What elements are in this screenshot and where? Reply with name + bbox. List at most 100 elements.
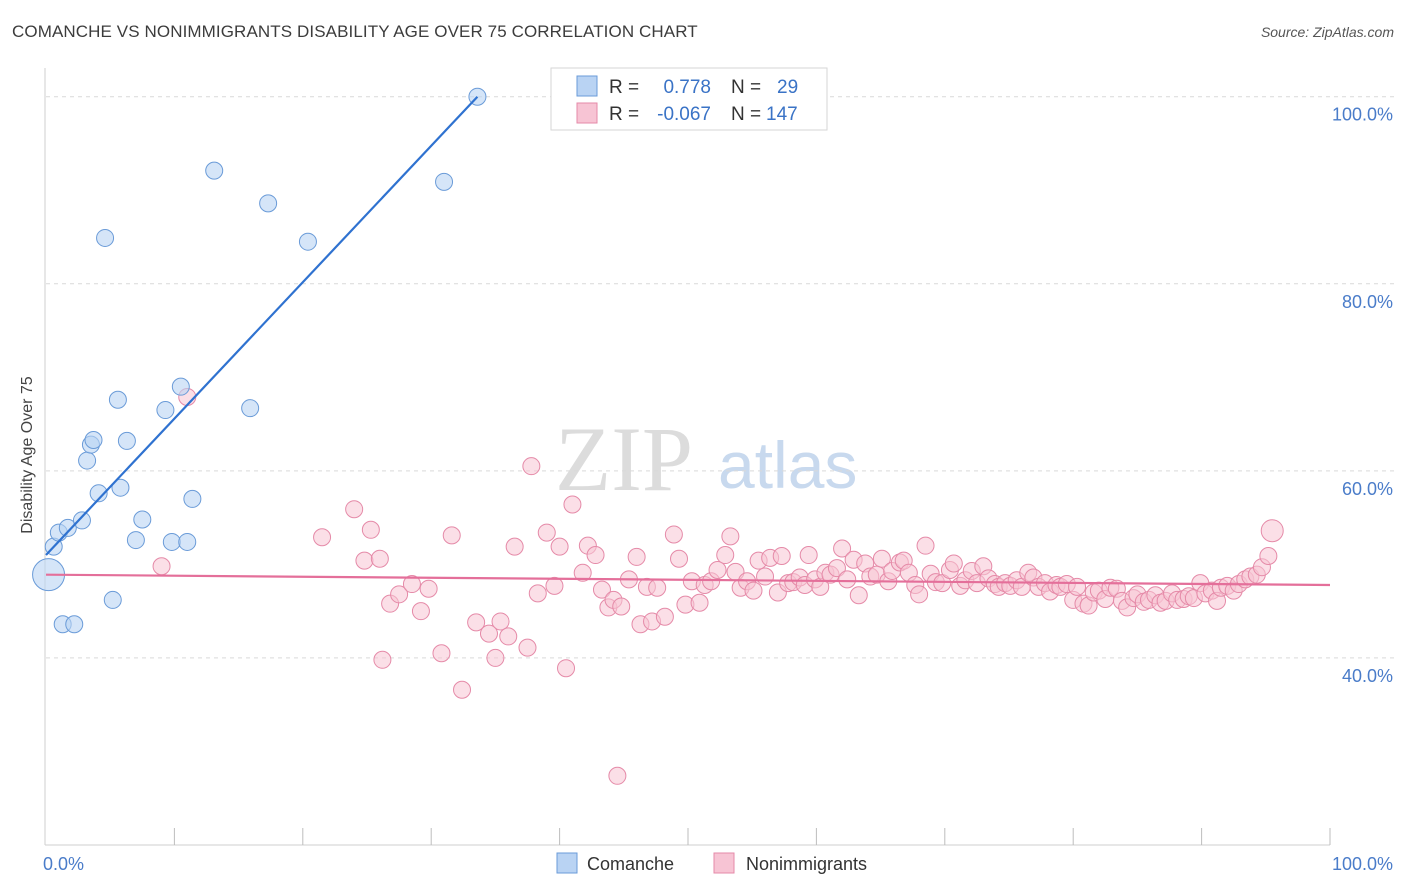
nonimmigrants-point bbox=[537, 523, 556, 542]
legend-r-label-1: R = bbox=[609, 77, 639, 98]
y-tick-label-40: 40.0% bbox=[1342, 666, 1393, 686]
watermark-atlas: atlas bbox=[718, 428, 857, 502]
x-tick-label-min: 0.0% bbox=[43, 854, 84, 874]
comanche-point bbox=[126, 531, 145, 550]
nonimmigrants-point bbox=[550, 537, 569, 556]
nonimmigrants-point bbox=[756, 567, 775, 586]
nonimmigrants-point bbox=[491, 612, 510, 631]
comanche-point bbox=[89, 484, 108, 503]
nonimmigrants-point bbox=[313, 528, 332, 547]
legend-r-value-1: 0.778 bbox=[663, 77, 711, 98]
x-ticks bbox=[173, 828, 1331, 845]
nonimmigrants-point bbox=[627, 547, 646, 566]
trend-lines bbox=[45, 95, 1331, 587]
legend-n-value-2: 147 bbox=[766, 104, 798, 125]
watermark-zip: ZIP bbox=[555, 408, 693, 510]
y-tick-labels: 40.0% 60.0% 80.0% 100.0% bbox=[1332, 105, 1393, 686]
nonimmigrants-point bbox=[518, 638, 537, 657]
y-tick-label-60: 60.0% bbox=[1342, 479, 1393, 499]
comanche-point bbox=[133, 510, 152, 529]
nonimmigrants-point bbox=[453, 680, 472, 699]
nonimmigrants-point bbox=[486, 648, 505, 667]
comanche-point bbox=[178, 532, 197, 551]
comanche-point bbox=[298, 232, 317, 251]
legend-swatch-comanche bbox=[576, 75, 598, 97]
legend-n-value-1: 29 bbox=[777, 77, 798, 98]
nonimmigrants-point bbox=[721, 527, 740, 546]
comanche-trend-line bbox=[45, 95, 479, 556]
bottom-legend: Comanche Nonimmigrants bbox=[556, 852, 867, 874]
comanche-point bbox=[259, 194, 278, 213]
comanche-point bbox=[241, 399, 260, 418]
nonimmigrants-point bbox=[522, 457, 541, 476]
nonimmigrants-point bbox=[573, 563, 592, 582]
comanche-point bbox=[205, 161, 224, 180]
y-tick-label-100: 100.0% bbox=[1332, 105, 1393, 125]
comanche-point bbox=[103, 590, 122, 609]
nonimmigrants-point bbox=[916, 536, 935, 555]
nonimmigrants-point bbox=[528, 584, 547, 603]
nonimmigrants-point bbox=[708, 561, 727, 580]
x-tick-label-max: 100.0% bbox=[1332, 854, 1393, 874]
comanche-point bbox=[108, 390, 127, 409]
nonimmigrants-point bbox=[467, 613, 486, 632]
nonimmigrants-point bbox=[612, 597, 631, 616]
nonimmigrants-point bbox=[345, 500, 364, 519]
bottom-legend-comanche: Comanche bbox=[587, 854, 674, 874]
nonimmigrants-point bbox=[152, 557, 171, 576]
legend-r-value-2: -0.067 bbox=[657, 104, 711, 125]
nonimmigrants-point bbox=[849, 586, 868, 605]
legend-swatch-nonimmigrants bbox=[576, 102, 598, 124]
nonimmigrants-trend-line bbox=[45, 573, 1331, 587]
y-tick-label-80: 80.0% bbox=[1342, 292, 1393, 312]
nonimmigrants-point bbox=[432, 644, 451, 663]
nonimmigrants-point bbox=[664, 525, 683, 544]
nonimmigrants-point bbox=[402, 575, 421, 594]
nonimmigrants-point bbox=[442, 526, 461, 545]
nonimmigrants-point bbox=[772, 546, 791, 565]
nonimmigrants-point bbox=[716, 546, 735, 565]
comanche-point bbox=[111, 478, 130, 497]
nonimmigrants-point bbox=[557, 659, 576, 678]
nonimmigrants-point bbox=[411, 602, 430, 621]
comanche-point bbox=[162, 532, 181, 551]
comanche-point bbox=[96, 228, 115, 247]
bottom-legend-nonimmigrants: Nonimmigrants bbox=[746, 854, 867, 874]
nonimmigrants-point bbox=[373, 650, 392, 669]
chart-title: COMANCHE VS NONIMMIGRANTS DISABILITY AGE… bbox=[12, 22, 698, 41]
legend-r-label-2: R = bbox=[609, 104, 639, 125]
legend-n-label-1: N = bbox=[731, 77, 761, 98]
comanche-point bbox=[84, 430, 103, 449]
nonimmigrants-point bbox=[670, 549, 689, 568]
nonimmigrants-point bbox=[608, 766, 627, 785]
comanche-point bbox=[171, 377, 190, 396]
nonimmigrants-point bbox=[838, 570, 857, 589]
comanche-point bbox=[72, 511, 91, 530]
watermark: ZIP atlas bbox=[555, 408, 857, 510]
comanche-point bbox=[58, 518, 77, 537]
nonimmigrants-point bbox=[499, 627, 518, 646]
nonimmigrants-point bbox=[744, 581, 763, 600]
nonimmigrants-point bbox=[833, 539, 852, 558]
correlation-legend: R = 0.778 N = 29 R = -0.067 N = 147 bbox=[550, 67, 828, 131]
nonimmigrants-point bbox=[419, 579, 438, 598]
comanche-point bbox=[435, 172, 454, 191]
nonimmigrants-point bbox=[690, 593, 709, 612]
nonimmigrants-point bbox=[479, 624, 498, 643]
nonimmigrants-point bbox=[872, 549, 891, 568]
nonimmigrants-point bbox=[390, 585, 409, 604]
nonimmigrants-point bbox=[910, 585, 929, 604]
source-label: Source: ZipAtlas.com bbox=[1260, 24, 1394, 40]
nonimmigrants-point bbox=[563, 495, 582, 514]
nonimmigrants-point bbox=[655, 607, 674, 626]
legend-n-label-2: N = bbox=[731, 104, 761, 125]
bottom-legend-swatch-nonimmigrants bbox=[713, 852, 735, 874]
comanche-point bbox=[78, 451, 97, 470]
nonimmigrants-point bbox=[370, 549, 389, 568]
nonimmigrants-point bbox=[1259, 546, 1278, 565]
comanche-point bbox=[65, 615, 84, 634]
nonimmigrants-point bbox=[648, 578, 667, 597]
nonimmigrants-point bbox=[827, 559, 846, 578]
nonimmigrants-point bbox=[361, 520, 380, 539]
